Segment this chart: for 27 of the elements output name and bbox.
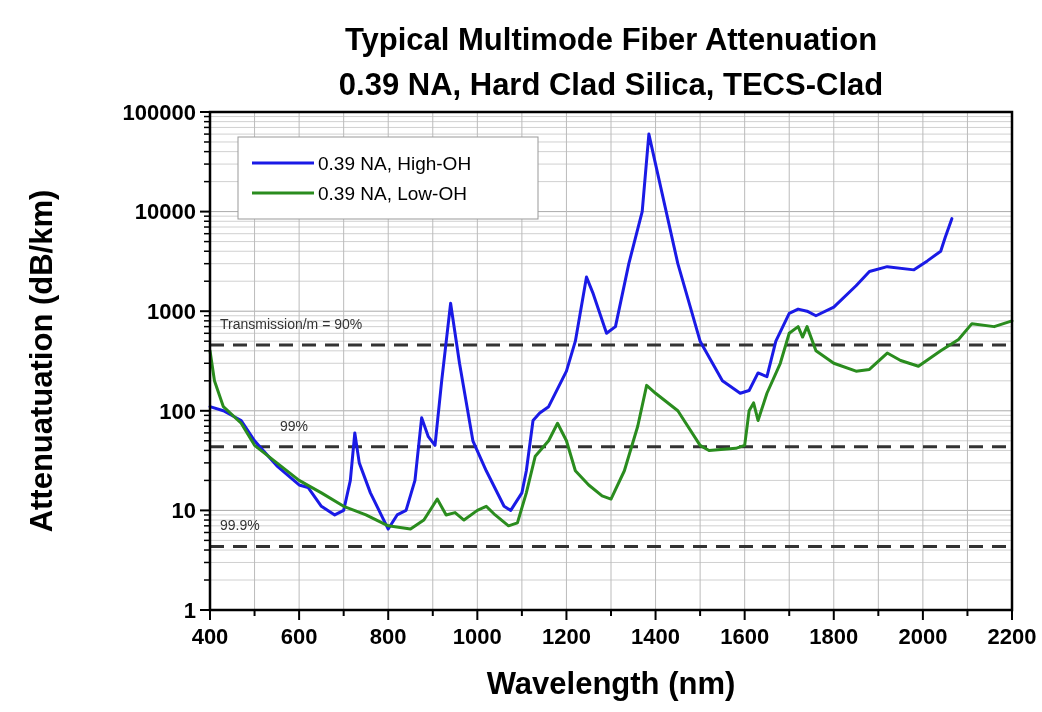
chart-subtitle: 0.39 NA, Hard Clad Silica, TECS-Clad [338, 67, 884, 102]
y-axis-title: Attenuatuation (dB/km) [24, 189, 59, 533]
x-tick-label: 1400 [631, 624, 681, 649]
legend-label: 0.39 NA, High-OH [318, 152, 472, 174]
y-tick-label: 1000 [147, 298, 196, 324]
legend-label: 0.39 NA, Low-OH [318, 182, 467, 204]
y-tick-label: 10 [171, 498, 196, 524]
line-series [208, 319, 1014, 531]
x-tick-label: 600 [280, 624, 318, 649]
chart-title: Typical Multimode Fiber Attenuation [344, 22, 878, 57]
x-tick-label: 800 [369, 624, 407, 649]
x-tick-label: 1600 [720, 624, 770, 649]
x-axis-title: Wavelength (nm) [486, 666, 736, 701]
x-tick-label: 1200 [541, 624, 591, 649]
y-tick-label: 100 [159, 398, 196, 424]
x-tick-label: 400 [191, 624, 229, 649]
line-series [208, 132, 954, 531]
annotation: 99.9% [220, 517, 260, 534]
x-tick-label: 1000 [452, 624, 502, 649]
annotation: 99% [280, 417, 309, 434]
annotation: Transmission/m = 90% [220, 315, 363, 332]
y-tick-label: 10000 [134, 199, 196, 225]
y-tick-label: 1 [183, 597, 196, 623]
y-tick-label: 100000 [122, 99, 196, 125]
x-tick-label: 1800 [809, 624, 859, 649]
x-tick-label: 2200 [987, 624, 1037, 649]
x-tick-label: 2000 [898, 624, 948, 649]
